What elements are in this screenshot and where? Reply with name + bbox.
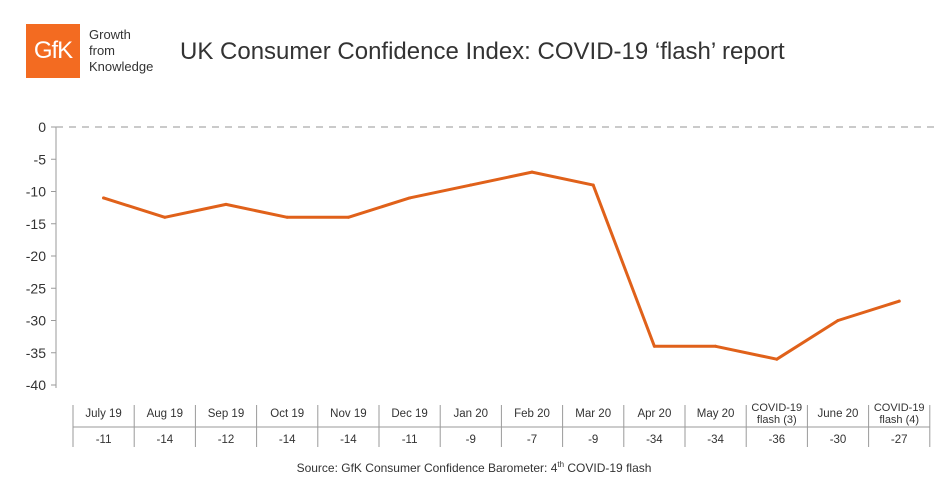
y-tick-label: -35 — [26, 345, 46, 361]
x-category-label: COVID-19 — [751, 402, 802, 414]
table-value-label: -12 — [218, 434, 235, 446]
data-point — [346, 215, 350, 219]
y-tick-label: -25 — [26, 280, 46, 296]
chart-title: UK Consumer Confidence Index: COVID-19 ‘… — [180, 38, 785, 65]
source-text-suffix: COVID-19 flash — [564, 461, 652, 475]
y-tick-label: 0 — [38, 119, 46, 135]
tagline-line: from — [89, 43, 115, 58]
tagline: Growth from Knowledge — [89, 27, 153, 75]
data-point — [102, 196, 106, 200]
x-category-label: Mar 20 — [575, 408, 611, 420]
x-category-label: Apr 20 — [637, 408, 671, 420]
data-point — [775, 357, 779, 361]
data-point — [591, 183, 595, 187]
x-category-label: flash (4) — [879, 414, 919, 426]
table-value-label: -34 — [707, 434, 724, 446]
series-line — [102, 170, 901, 361]
data-point — [285, 215, 289, 219]
x-category-label: Dec 19 — [391, 408, 427, 420]
table-value-label: -34 — [646, 434, 663, 446]
x-category-label: Feb 20 — [514, 408, 550, 420]
tagline-line: Growth — [89, 27, 131, 42]
data-point — [714, 344, 718, 348]
x-category-label: Aug 19 — [147, 408, 183, 420]
x-category-label: June 20 — [818, 408, 859, 420]
table-value-label: -30 — [830, 434, 847, 446]
tagline-line: Knowledge — [89, 59, 154, 74]
x-category-label: COVID-19 — [874, 402, 925, 414]
source-superscript: th — [557, 460, 565, 469]
y-tick-label: -10 — [26, 184, 46, 200]
data-point — [836, 319, 840, 322]
data-point — [163, 215, 167, 219]
table-value-label: -7 — [527, 434, 537, 446]
data-point — [408, 196, 412, 200]
table-value-label: -14 — [279, 434, 296, 446]
x-category-label: Oct 19 — [270, 408, 304, 420]
table-value-label: -9 — [588, 434, 598, 446]
x-category-label: Sep 19 — [208, 408, 244, 420]
logo-text: GfK — [33, 37, 73, 64]
x-category-label: flash (3) — [757, 414, 797, 426]
y-tick-label: -30 — [26, 313, 46, 329]
data-point — [652, 344, 656, 348]
table-value-label: -14 — [156, 434, 173, 446]
table-value-label: -9 — [466, 434, 476, 446]
gfk-logo: GfK — [26, 24, 80, 78]
data-point — [897, 299, 901, 303]
x-category-label: Nov 19 — [330, 408, 366, 420]
x-category-label: May 20 — [697, 408, 735, 420]
data-point — [469, 183, 473, 187]
y-tick-label: -5 — [34, 151, 47, 167]
x-category-label: July 19 — [85, 408, 121, 420]
source-text: Source: GfK Consumer Confidence Baromete… — [296, 461, 558, 475]
y-tick-label: -20 — [26, 248, 46, 264]
table-value-label: -27 — [891, 434, 908, 446]
x-category-label: Jan 20 — [454, 408, 489, 420]
source-note: Source: GfK Consumer Confidence Baromete… — [0, 460, 948, 475]
data-point — [530, 170, 534, 174]
table-value-label: -11 — [402, 434, 418, 446]
table-value-label: -11 — [96, 434, 112, 446]
table-value-label: -36 — [768, 434, 785, 446]
table-value-label: -14 — [340, 434, 357, 446]
y-tick-label: -40 — [26, 377, 46, 393]
data-point — [224, 202, 228, 206]
y-tick-label: -15 — [26, 216, 46, 232]
